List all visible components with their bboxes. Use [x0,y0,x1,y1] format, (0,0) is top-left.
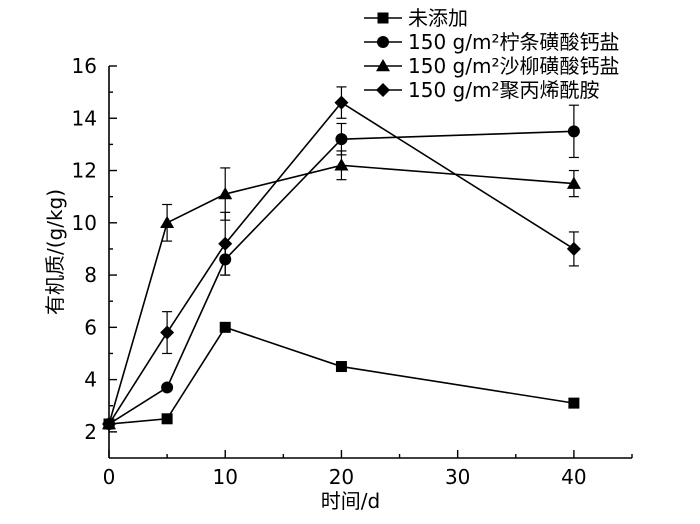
y-tick-label: 16 [72,54,97,78]
x-axis-title: 时间/d [321,489,380,513]
data-point [160,215,175,229]
legend-marker [376,83,390,97]
data-point [334,158,349,171]
legend-marker [377,36,389,48]
y-tick-label: 6 [84,315,97,339]
x-tick-label: 30 [445,465,470,489]
y-tick-label: 2 [84,420,97,444]
legend-marker [376,59,390,72]
legend-marker [377,12,389,24]
data-point [334,95,349,110]
x-tick-label: 10 [212,465,237,489]
data-point [566,241,581,256]
data-point [218,187,233,200]
series-line [108,326,575,425]
series-diamond [102,86,581,432]
x-tick-label: 20 [329,465,354,489]
y-tick-label: 14 [72,106,97,130]
legend-label: 未添加 [408,6,468,30]
data-point [161,413,173,425]
data-point [566,176,581,189]
x-tick-label: 0 [103,465,116,489]
data-point [335,133,348,146]
data-point [335,361,347,373]
y-tick-label: 8 [84,263,97,287]
data-point [567,125,580,138]
y-tick-label: 10 [72,211,97,235]
data-point [102,417,116,432]
data-point [161,381,174,394]
data-point [568,397,580,409]
x-tick-label: 40 [561,465,586,489]
legend-label: 150 g/m²沙柳磺酸钙盐 [408,54,619,78]
y-tick-label: 4 [84,368,97,392]
y-tick-label: 12 [72,159,97,183]
y-axis-title: 有机质/(g/kg) [43,189,67,315]
series-square [103,321,580,430]
data-point [160,325,175,340]
data-point [218,236,233,251]
legend-label: 150 g/m²聚丙烯酰胺 [408,78,599,102]
legend-label: 150 g/m²柠条磺酸钙盐 [408,30,619,54]
series-triangle [102,150,581,430]
data-point [219,321,231,333]
